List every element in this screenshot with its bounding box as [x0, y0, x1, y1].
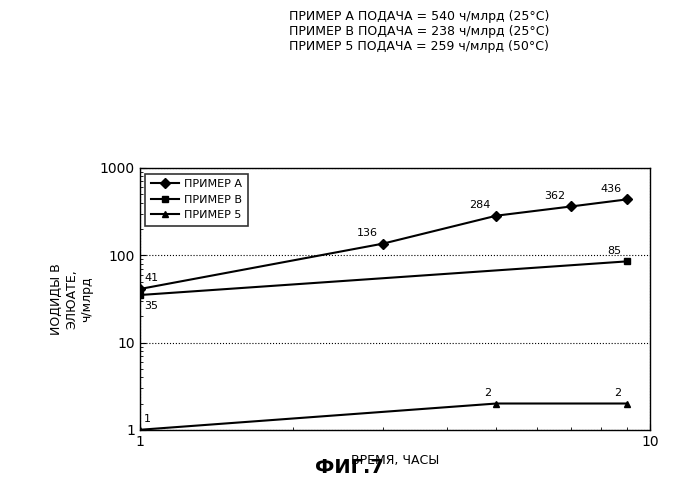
Text: ПРИМЕР А ПОДАЧА = 540 ч/млрд (25°C)
ПРИМЕР В ПОДАЧА = 238 ч/млрд (25°C)
ПРИМЕР 5: ПРИМЕР А ПОДАЧА = 540 ч/млрд (25°C) ПРИМ…	[289, 10, 549, 53]
Y-axis label: ИОДИДЫ В
ЭЛЮАТЕ,
ч/млрд: ИОДИДЫ В ЭЛЮАТЕ, ч/млрд	[50, 263, 93, 335]
Text: 1: 1	[144, 414, 151, 424]
ПРИМЕР 5	[623, 401, 631, 407]
ПРИМЕР А	[379, 241, 387, 247]
Text: 2: 2	[484, 388, 491, 398]
Legend: ПРИМЕР А, ПРИМЕР В, ПРИМЕР 5: ПРИМЕР А, ПРИМЕР В, ПРИМЕР 5	[145, 173, 248, 226]
Text: 284: 284	[470, 200, 491, 210]
Text: 436: 436	[600, 184, 621, 194]
Text: 41: 41	[144, 274, 158, 284]
Text: ФИГ.7: ФИГ.7	[315, 458, 384, 477]
ПРИМЕР А	[492, 213, 500, 219]
X-axis label: ВРЕМЯ, ЧАСЫ: ВРЕМЯ, ЧАСЫ	[351, 454, 439, 467]
ПРИМЕР А	[623, 197, 631, 203]
Line: ПРИМЕР 5: ПРИМЕР 5	[136, 400, 630, 433]
Text: 35: 35	[144, 300, 158, 311]
Text: 136: 136	[356, 228, 377, 238]
Text: 85: 85	[607, 246, 621, 256]
ПРИМЕР 5	[492, 401, 500, 407]
Text: 2: 2	[614, 388, 621, 398]
ПРИМЕР А	[136, 286, 144, 292]
ПРИМЕР А	[567, 204, 575, 209]
Text: 362: 362	[545, 191, 565, 201]
Line: ПРИМЕР А: ПРИМЕР А	[136, 196, 630, 292]
ПРИМЕР 5	[136, 427, 144, 433]
